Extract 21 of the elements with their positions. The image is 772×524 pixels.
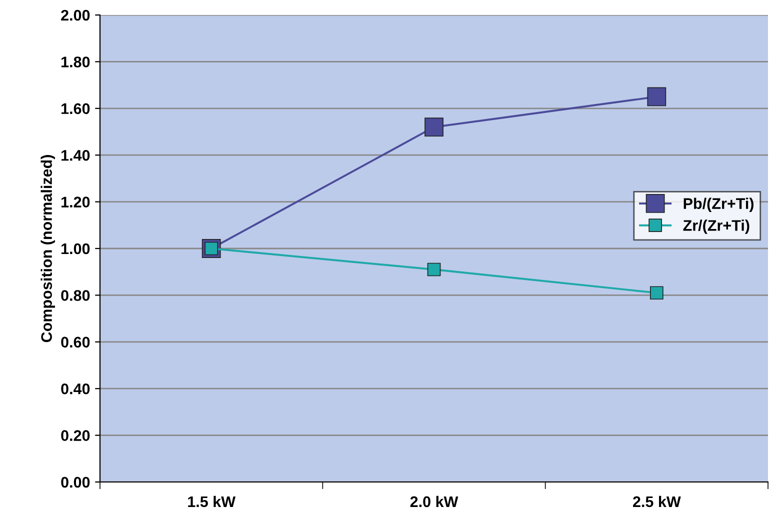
y-tick-label: 0.20: [61, 430, 90, 441]
y-tick-label: 1.80: [62, 56, 90, 68]
legend-label: Zr/(Zr+Ti): [683, 220, 750, 234]
x-tick-label: 1.5 kW: [188, 496, 236, 508]
point: [650, 286, 664, 300]
y-tick-label: 0.40: [61, 383, 90, 394]
y-tick-label: 0.00: [61, 476, 90, 488]
x-tick-label: 2.5 kW: [633, 496, 681, 508]
legend-label: Pb/(Zr+Ti): [684, 198, 754, 212]
x-tick-label: 2.0 kW: [410, 496, 458, 508]
y-tick-label: 2.00: [61, 10, 90, 21]
y-tick-label: 1.20: [62, 196, 90, 208]
point: [427, 262, 441, 276]
y-tick-label: 1.00: [62, 243, 90, 254]
y-tick-label: 1.40: [62, 150, 90, 161]
point: [424, 118, 444, 137]
y-tick-label: 0.60: [61, 336, 90, 348]
y-tick-label: 0.80: [61, 290, 90, 301]
point: [647, 87, 666, 106]
y-tick-label: 1.60: [62, 103, 90, 114]
y-axis-title: Composition (normalized): [40, 155, 55, 342]
